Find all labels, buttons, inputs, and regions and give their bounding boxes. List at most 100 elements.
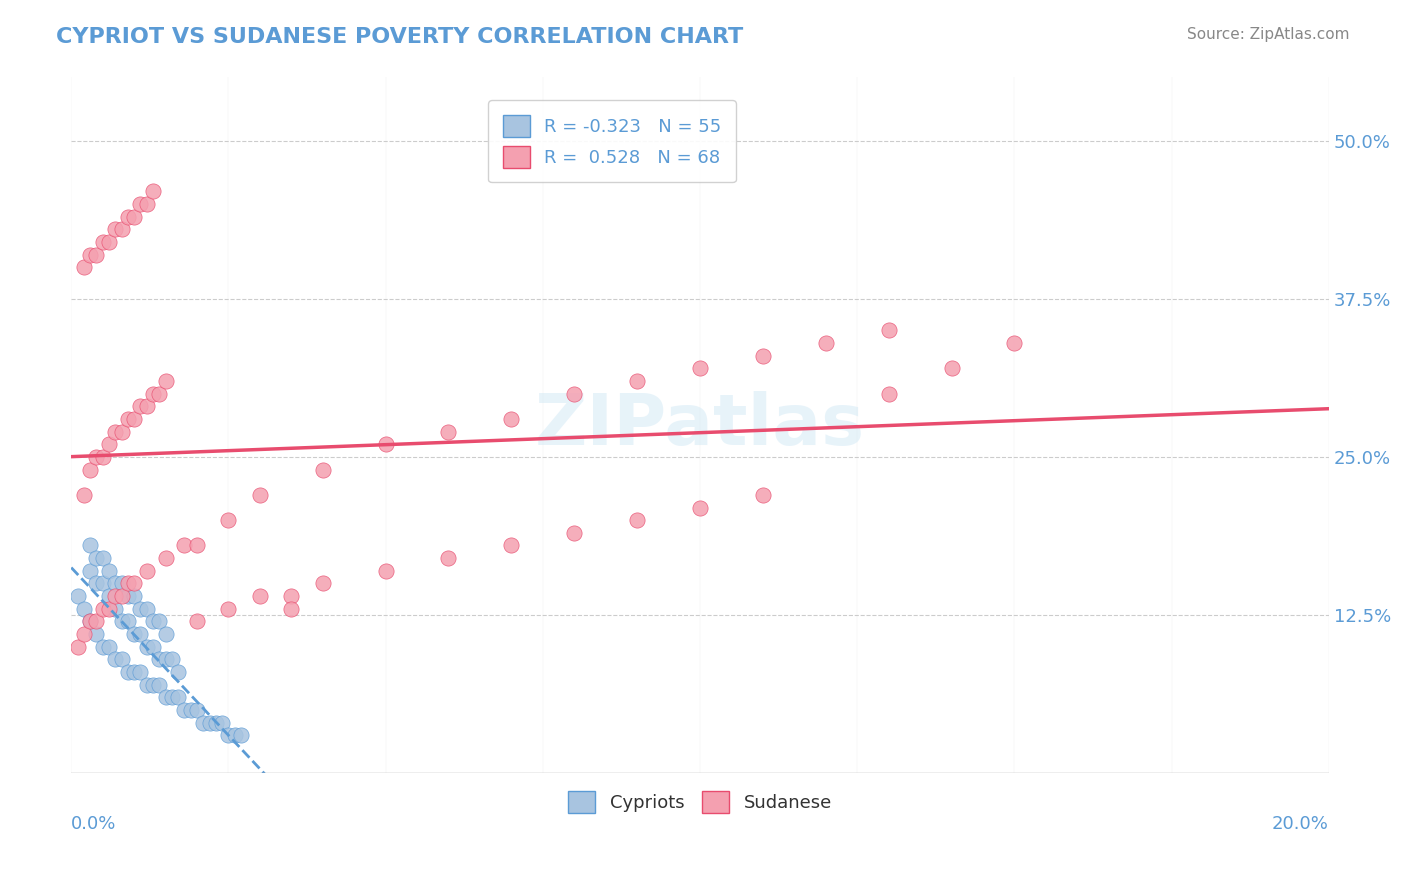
Point [142,386,165,401]
Point [155,652,177,666]
Point [752,349,775,363]
Point [437,425,460,439]
Point [117,210,139,224]
Point [186,615,208,629]
Point [312,576,335,591]
Point [66,640,89,654]
Point [110,576,132,591]
Point [110,652,132,666]
Point [752,488,775,502]
Point [249,488,271,502]
Point [135,564,157,578]
Point [98,640,121,654]
Text: 20.0%: 20.0% [1272,815,1329,833]
Point [98,589,121,603]
Point [104,222,127,236]
Point [135,678,157,692]
Point [135,640,157,654]
Point [173,703,195,717]
Point [129,197,152,211]
Point [73,488,96,502]
Point [129,665,152,679]
Point [160,690,183,705]
Point [148,678,170,692]
Point [73,627,96,641]
Point [142,184,165,198]
Point [155,690,177,705]
Point [79,247,101,261]
Point [122,412,145,426]
Point [562,386,585,401]
Point [249,589,271,603]
Point [198,715,221,730]
Point [110,425,132,439]
Point [98,601,121,615]
Point [104,425,127,439]
Point [122,210,145,224]
Point [135,197,157,211]
Point [110,615,132,629]
Point [86,615,108,629]
Point [877,386,900,401]
Point [129,601,152,615]
Point [86,450,108,464]
Text: CYPRIOT VS SUDANESE POVERTY CORRELATION CHART: CYPRIOT VS SUDANESE POVERTY CORRELATION … [56,27,744,46]
Point [186,539,208,553]
Point [86,627,108,641]
Point [229,728,252,742]
Point [73,601,96,615]
Point [98,235,121,249]
Point [104,589,127,603]
Point [91,576,114,591]
Point [501,539,523,553]
Point [79,462,101,476]
Text: ZIPatlas: ZIPatlas [534,391,865,459]
Point [104,652,127,666]
Point [117,412,139,426]
Point [86,551,108,566]
Point [814,336,837,351]
Legend: Cypriots, Sudanese: Cypriots, Sudanese [561,783,839,820]
Point [1002,336,1025,351]
Point [86,576,108,591]
Point [79,615,101,629]
Point [110,589,132,603]
Point [142,615,165,629]
Point [205,715,228,730]
Point [73,260,96,275]
Point [155,627,177,641]
Point [160,652,183,666]
Point [155,374,177,388]
Point [689,500,711,515]
Point [437,551,460,566]
Point [91,551,114,566]
Text: Source: ZipAtlas.com: Source: ZipAtlas.com [1187,27,1350,42]
Point [148,615,170,629]
Point [122,627,145,641]
Point [98,564,121,578]
Point [142,678,165,692]
Point [79,539,101,553]
Point [217,728,239,742]
Point [280,589,302,603]
Point [280,601,302,615]
Point [122,665,145,679]
Point [117,589,139,603]
Point [562,525,585,540]
Point [91,640,114,654]
Point [91,235,114,249]
Point [117,576,139,591]
Point [211,715,233,730]
Point [104,601,127,615]
Point [129,400,152,414]
Point [374,564,396,578]
Point [148,386,170,401]
Point [374,437,396,451]
Point [877,323,900,337]
Point [104,576,127,591]
Point [148,652,170,666]
Point [98,437,121,451]
Text: 0.0%: 0.0% [72,815,117,833]
Point [312,462,335,476]
Point [79,564,101,578]
